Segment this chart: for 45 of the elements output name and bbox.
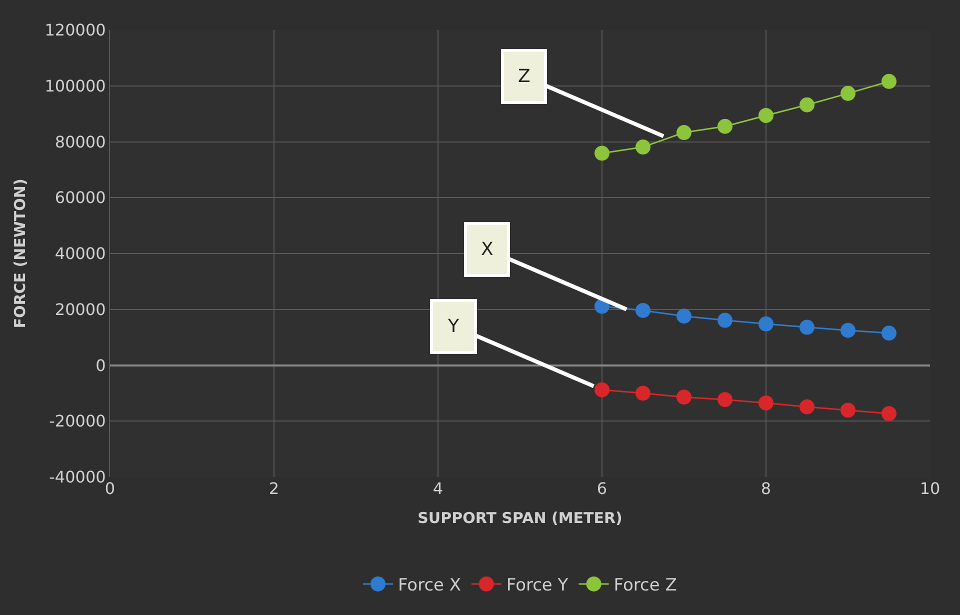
- y-tick-label: 40000: [54, 244, 106, 264]
- y-tick-label: 0: [96, 356, 106, 375]
- y-tick-label: 60000: [54, 188, 106, 208]
- point: [800, 320, 814, 335]
- x-axis-title: SUPPORT SPAN (METER): [418, 509, 622, 527]
- annotation: Y: [447, 316, 460, 337]
- point: [636, 140, 650, 155]
- point: [758, 395, 774, 410]
- point: [882, 74, 896, 89]
- legend-label: Force X: [398, 576, 462, 596]
- x-tick-label: 4: [432, 479, 444, 498]
- point: [676, 390, 692, 405]
- point: [718, 118, 732, 134]
- point: [676, 308, 692, 324]
- point: [676, 125, 692, 140]
- y-tick-label: 100000: [44, 76, 106, 96]
- point: [840, 86, 856, 101]
- point: [594, 146, 610, 161]
- point: [636, 302, 650, 318]
- x-tick-label: 2: [268, 479, 280, 498]
- x-tick-label: 8: [760, 479, 772, 498]
- annotation: X: [481, 239, 494, 260]
- point: [718, 392, 732, 408]
- point: [882, 326, 896, 341]
- point: [758, 316, 774, 332]
- point: [594, 382, 610, 398]
- legend-label: Force Y: [506, 576, 569, 596]
- x-tick-label: 6: [596, 479, 608, 498]
- annotation: Z: [518, 66, 530, 87]
- y-tick-label: -40000: [49, 468, 106, 487]
- point: [636, 386, 650, 401]
- point: [800, 97, 814, 112]
- point: [758, 108, 774, 123]
- x-tick-label: 10: [920, 479, 940, 498]
- point: [800, 399, 814, 414]
- y-tick-label: -20000: [49, 412, 106, 431]
- point: [718, 312, 732, 328]
- point: [840, 402, 856, 418]
- y-tick-label: 120000: [44, 20, 106, 40]
- point: [840, 322, 856, 338]
- y-tick-label: 20000: [54, 300, 106, 319]
- legend-label: Force Z: [614, 576, 677, 596]
- point: [882, 406, 896, 422]
- y-axis-title: FORCE (NEWTON): [10, 178, 29, 328]
- y-tick-label: 80000: [54, 132, 106, 152]
